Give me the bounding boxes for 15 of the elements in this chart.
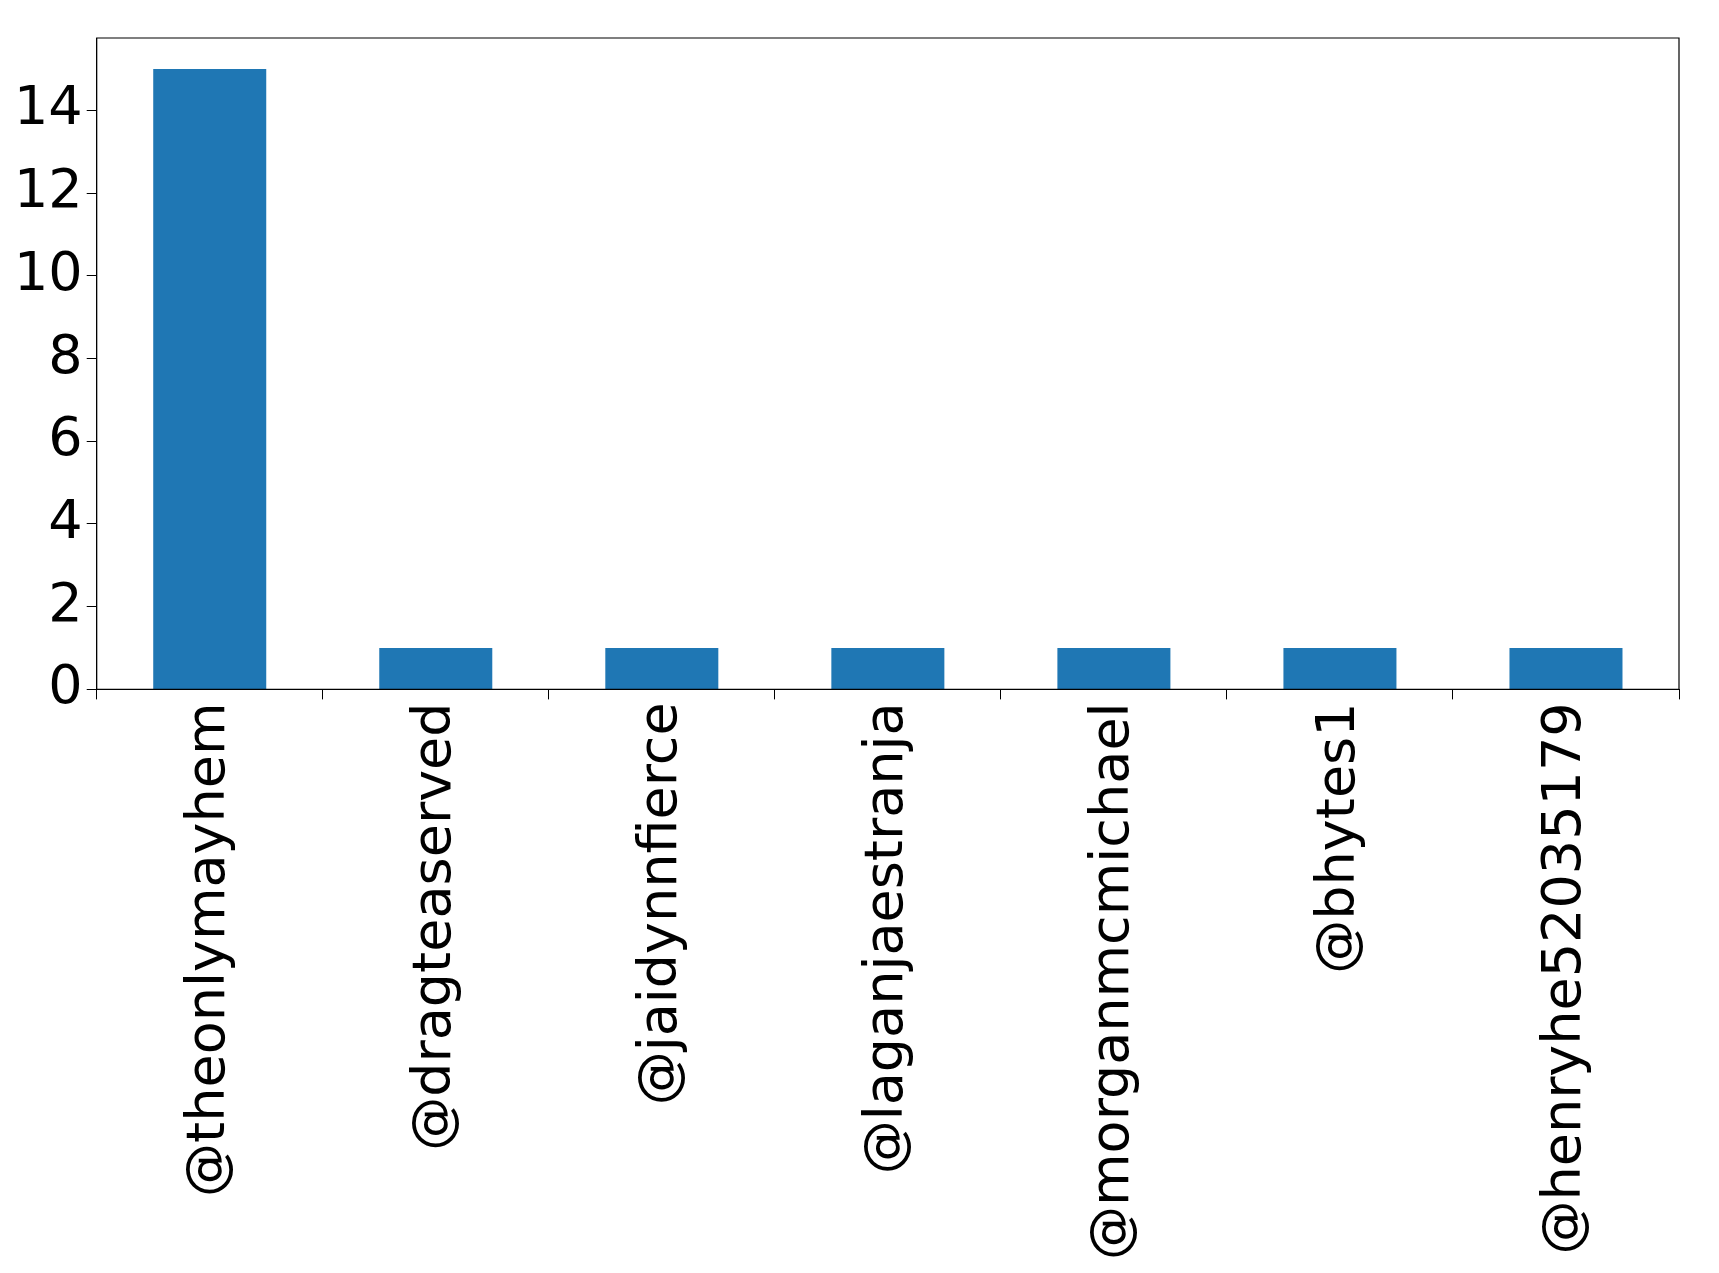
y-tick-label: 4 (48, 487, 83, 551)
x-tick-label: @henryhe52035179 (1530, 702, 1594, 1255)
y-tick-label: 0 (48, 653, 83, 717)
y-tick-label: 6 (48, 405, 83, 469)
x-tick-label: @theonlymayhem (173, 702, 237, 1197)
x-tick-label: @bhytes1 (1303, 702, 1367, 974)
x-tick-label: @morganmcmichael (1077, 702, 1141, 1261)
y-tick-label: 2 (48, 570, 83, 634)
y-tick-label: 8 (48, 322, 83, 386)
x-tick-label: @laganjaestranja (851, 702, 915, 1175)
y-tick-label: 12 (13, 157, 83, 221)
x-tick-label: @dragteaserved (399, 702, 463, 1151)
x-tick-label: @jaidynnfierce (625, 702, 689, 1106)
y-tick-label: 14 (13, 74, 83, 138)
y-tick-label: 10 (13, 239, 83, 303)
